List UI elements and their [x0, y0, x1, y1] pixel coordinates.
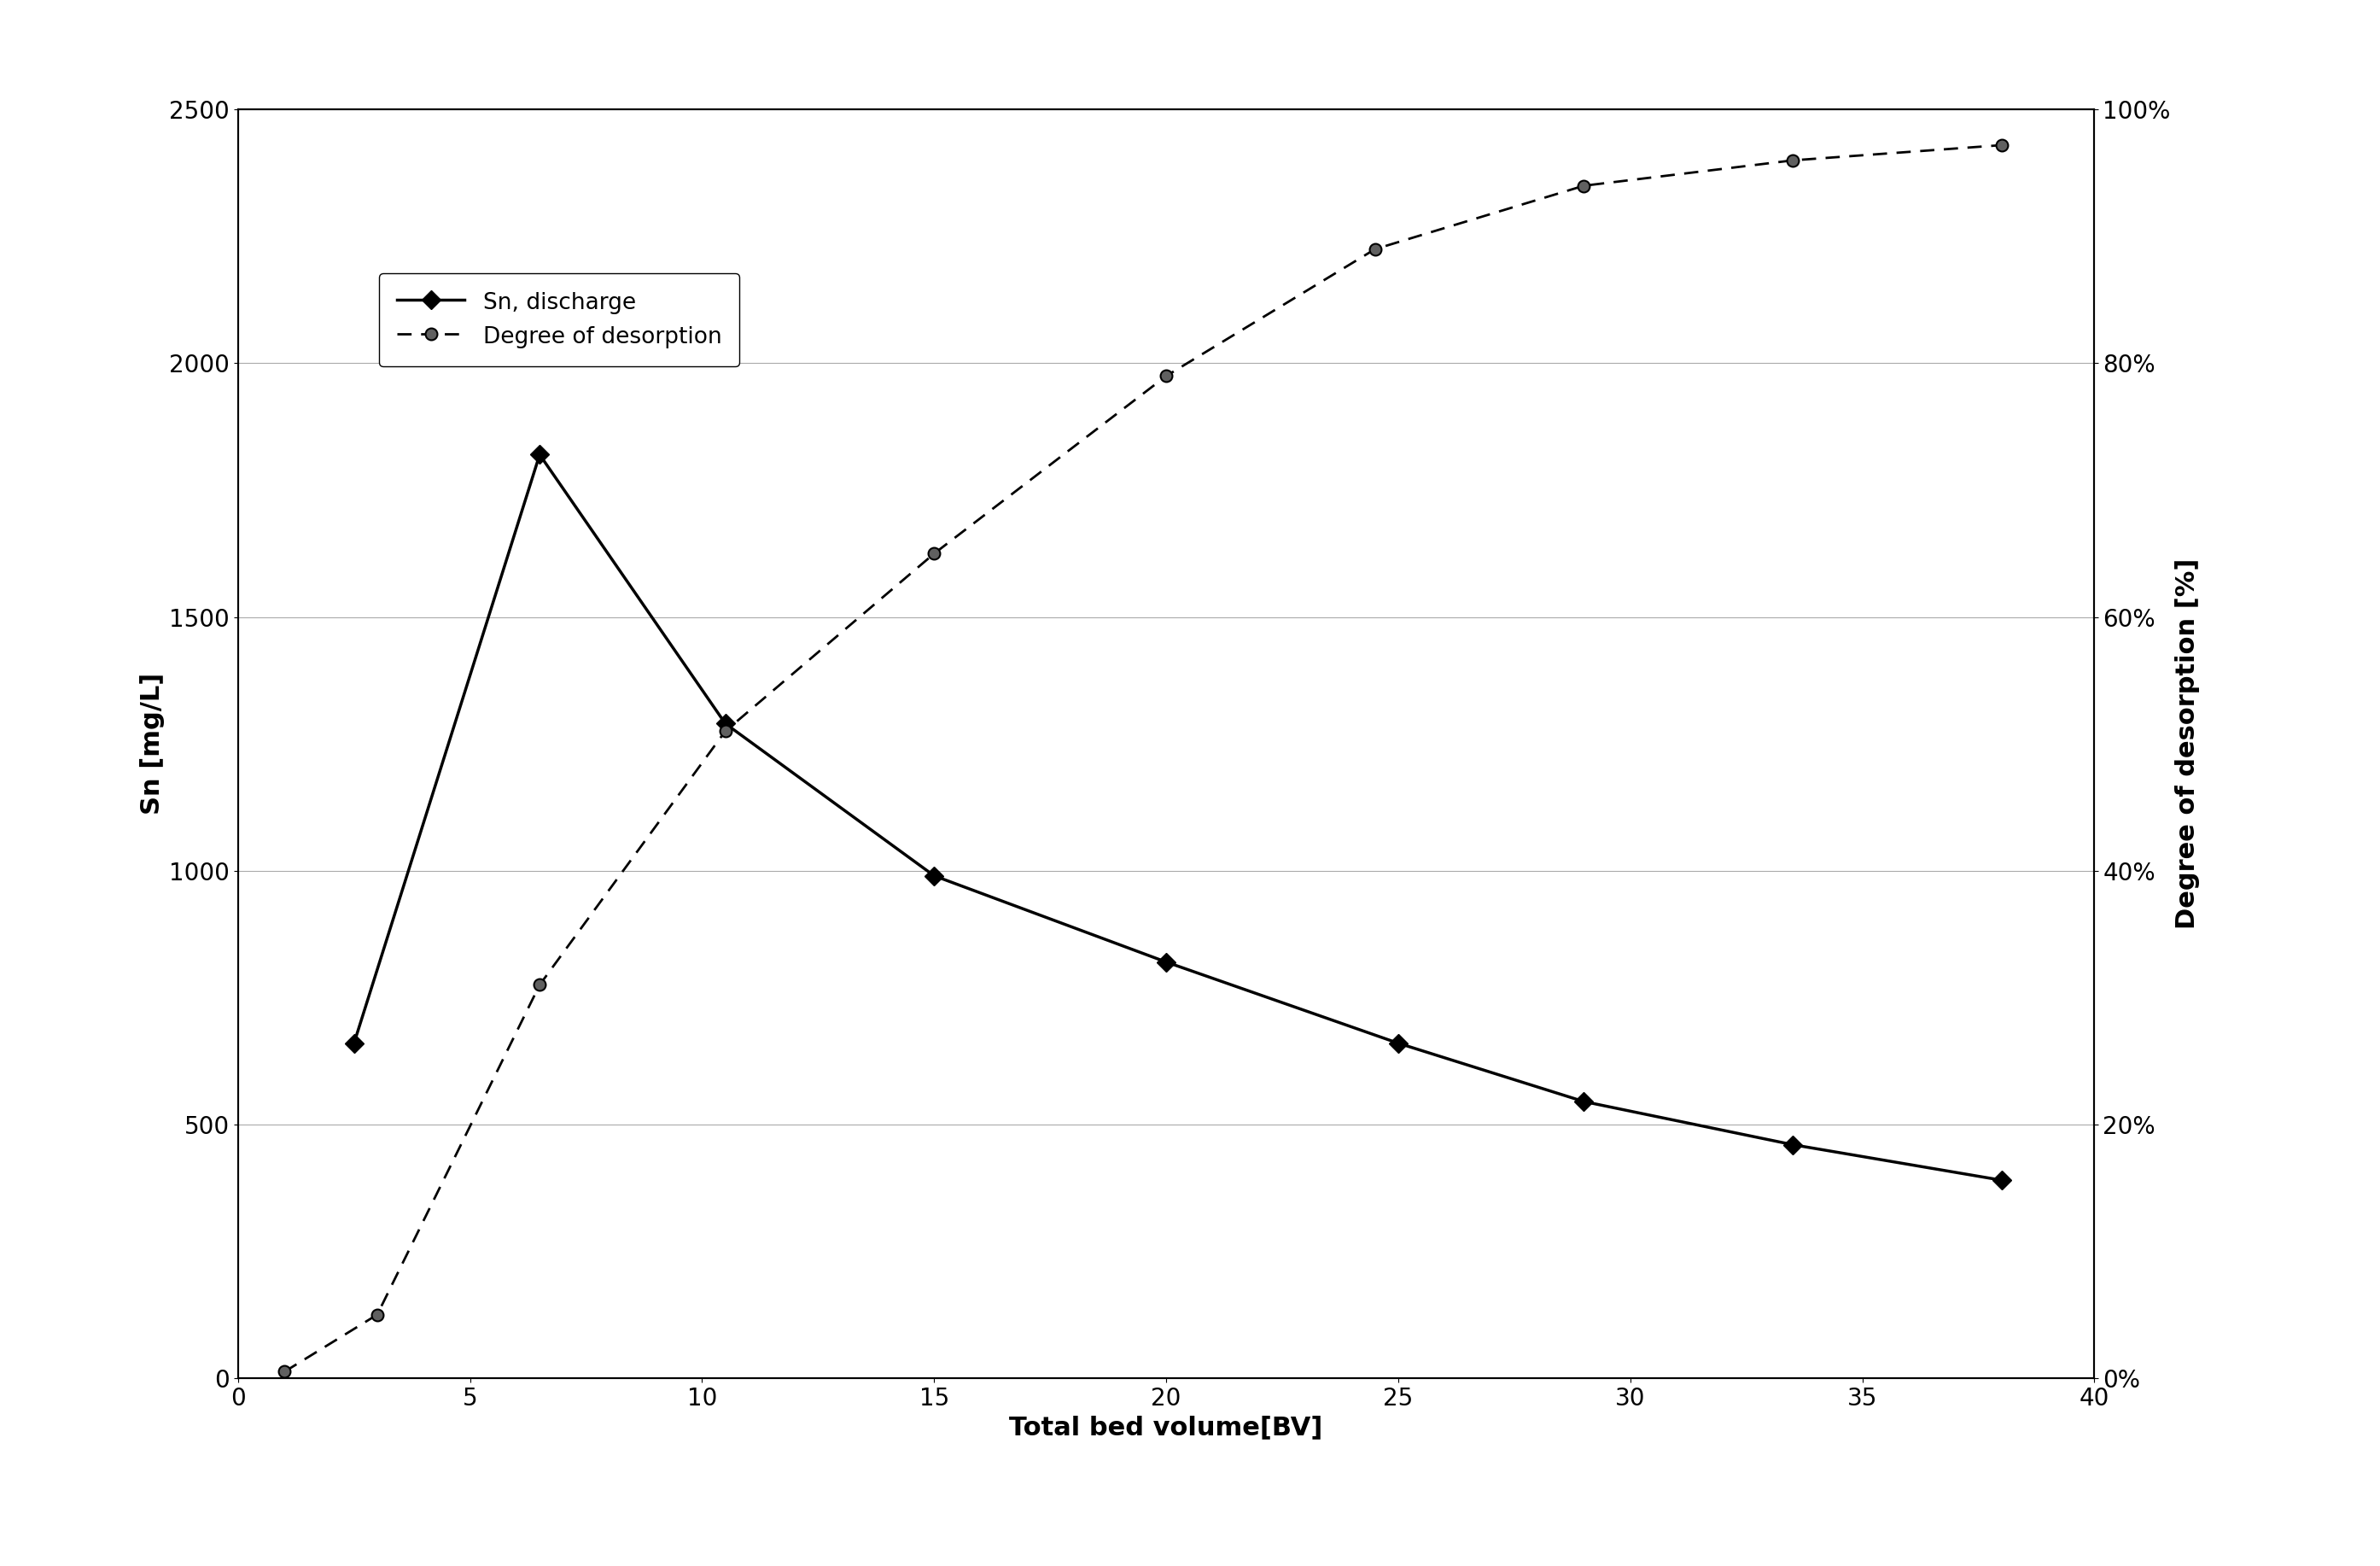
Sn, discharge	[1987, 1171, 2016, 1190]
Sn, discharge	[1571, 1092, 1599, 1110]
Line: Degree of desorption: Degree of desorption	[278, 139, 2006, 1378]
Sn, discharge	[1385, 1034, 1414, 1052]
Degree of desorption	[712, 722, 740, 741]
Degree of desorption	[1152, 366, 1180, 385]
Line: Sn, discharge: Sn, discharge	[347, 448, 2009, 1187]
Degree of desorption	[526, 976, 555, 994]
Degree of desorption	[1987, 136, 2016, 155]
Sn, discharge	[1778, 1135, 1806, 1154]
Sn, discharge	[919, 866, 947, 885]
X-axis label: Total bed volume[BV]: Total bed volume[BV]	[1009, 1416, 1323, 1439]
Degree of desorption	[1361, 240, 1390, 258]
Degree of desorption	[364, 1306, 393, 1325]
Degree of desorption	[271, 1362, 300, 1381]
Sn, discharge	[712, 714, 740, 733]
Y-axis label: Degree of desorption [%]: Degree of desorption [%]	[2175, 559, 2199, 929]
Degree of desorption	[919, 543, 947, 562]
Degree of desorption	[1571, 177, 1599, 196]
Sn, discharge	[340, 1034, 369, 1052]
Y-axis label: Sn [mg/L]: Sn [mg/L]	[140, 673, 164, 814]
Sn, discharge	[526, 445, 555, 464]
Degree of desorption	[1778, 150, 1806, 169]
Sn, discharge	[1152, 952, 1180, 971]
Legend: Sn, discharge, Degree of desorption: Sn, discharge, Degree of desorption	[378, 272, 740, 366]
